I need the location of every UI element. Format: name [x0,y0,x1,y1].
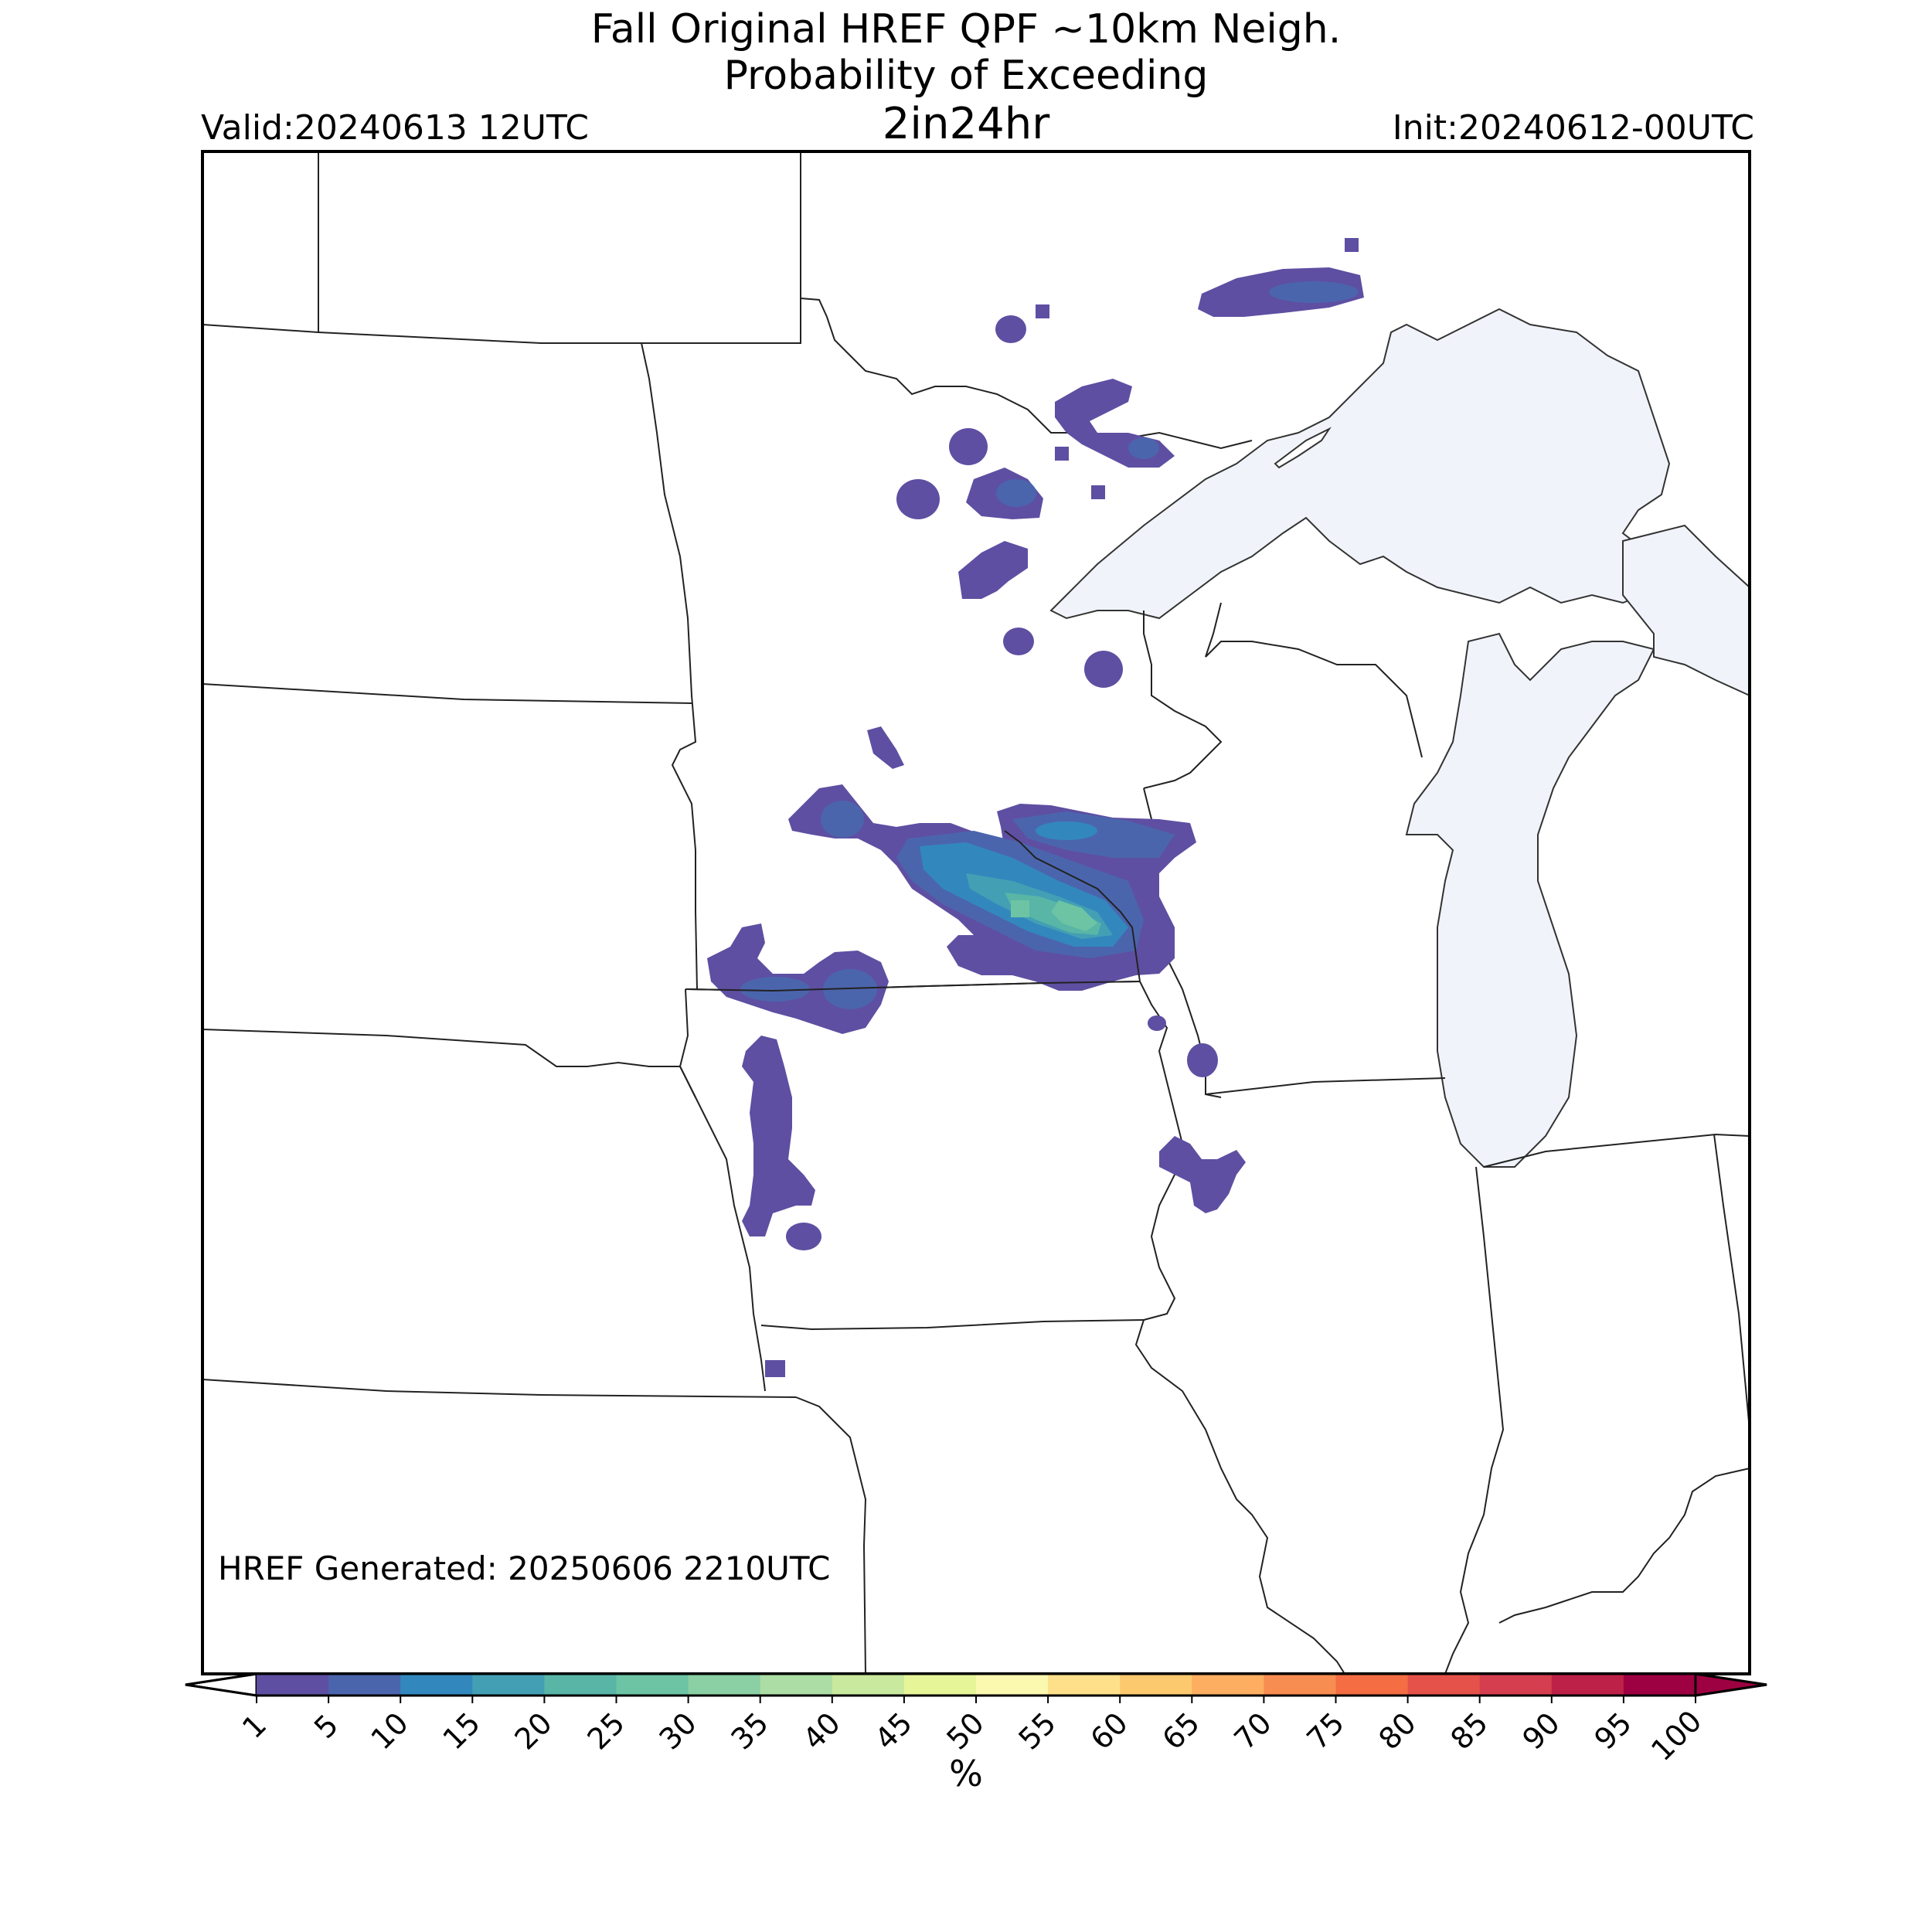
colorbar-segment [1192,1674,1264,1696]
colorbar-segment [760,1674,833,1696]
colorbar-label: % [949,1753,983,1794]
title-line-3: 2in24hr [882,99,1050,149]
prob-25-30 [1011,900,1097,931]
valid-time: Valid:20240613 12UTC [201,108,590,148]
colorbar-segment [400,1674,473,1696]
colorbar-segment [257,1674,329,1696]
colorbar-segment [1407,1674,1481,1696]
colorbar-segment [976,1674,1049,1696]
colorbar-segment [688,1674,761,1696]
colorbar [185,1672,1767,1703]
colorbar-segment [1335,1674,1409,1696]
title-line-1: Fall Original HREF QPF ~10km Neigh. [590,6,1342,53]
colorbar-segment [1551,1674,1624,1696]
colorbar-segment [903,1674,977,1696]
state-borders-overlay [685,830,1141,992]
colorbar-segment [1264,1674,1336,1696]
colorbar-segment [544,1674,617,1696]
colorbar-segment [832,1674,905,1696]
generated-time: HREF Generated: 20250606 2210UTC [218,1549,831,1587]
colorbar-under-arrow [185,1672,258,1697]
init-time: Init:20240612-00UTC [1392,108,1754,148]
colorbar-segment [328,1674,401,1696]
colorbar-segment [1120,1674,1192,1696]
lake-superior [1049,308,1671,620]
colorbar-segment [1623,1674,1696,1696]
title-line-2: Probability of Exceeding [723,53,1209,99]
colorbar-over-arrow [1694,1672,1767,1697]
isle-royale [1274,427,1332,469]
lake-huron [1622,524,1750,697]
lake-michigan [1405,632,1655,1168]
colorbar-segment [1479,1674,1553,1696]
colorbar-segment [616,1674,689,1696]
colorbar-segment [472,1674,545,1696]
colorbar-segment [1048,1674,1121,1696]
